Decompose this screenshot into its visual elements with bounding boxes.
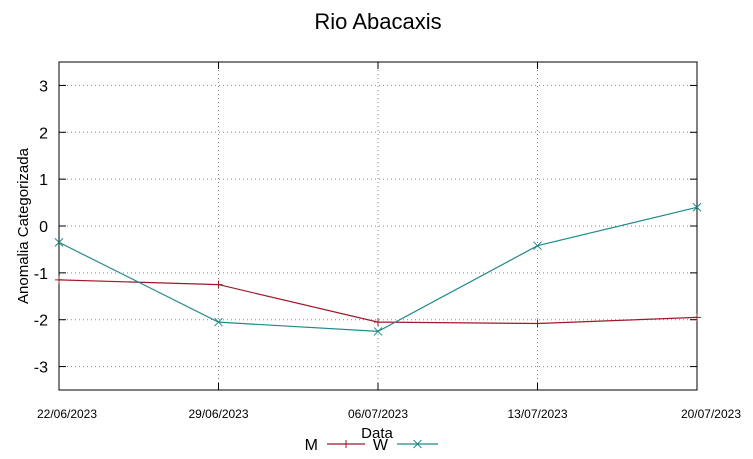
data-point-M bbox=[214, 280, 223, 289]
y-tick-label: -3 bbox=[34, 360, 48, 377]
y-tick-label: 2 bbox=[39, 125, 48, 142]
y-tick-label: 3 bbox=[39, 78, 48, 95]
x-axis-label: Data bbox=[361, 425, 393, 442]
x-tick-label: 22/06/2023 bbox=[37, 407, 97, 421]
data-point-W bbox=[373, 327, 383, 336]
legend-label-W: W bbox=[373, 437, 389, 454]
data-point-W bbox=[692, 202, 702, 212]
data-point-M bbox=[693, 313, 701, 322]
data-point-M bbox=[533, 319, 542, 328]
grid-lines bbox=[59, 62, 697, 390]
data-point-W bbox=[214, 317, 223, 327]
data-point-W bbox=[533, 241, 542, 251]
legend-marker-M bbox=[342, 440, 350, 448]
x-tick-label: 29/06/2023 bbox=[188, 407, 248, 421]
data-point-M bbox=[374, 318, 382, 327]
y-tick-label: -1 bbox=[34, 266, 48, 283]
legend-label-M: M bbox=[305, 437, 318, 454]
chart-title: Rio Abacaxis bbox=[314, 9, 441, 34]
y-axis-ticks: 3 2 1 0 -1 -2 -3 bbox=[34, 78, 697, 377]
series-group bbox=[54, 202, 702, 336]
legend-marker-W bbox=[413, 439, 422, 449]
series-line-W bbox=[58, 206, 698, 333]
y-axis-label: Anomalia Categorizada bbox=[15, 147, 32, 304]
x-tick-label: 06/07/2023 bbox=[348, 407, 408, 421]
x-tick-label: 20/07/2023 bbox=[681, 407, 741, 421]
x-axis-ticks: 22/06/2023 29/06/2023 06/07/2023 13/07/2023… bbox=[37, 62, 741, 421]
data-point-W bbox=[54, 238, 64, 247]
data-point-M bbox=[55, 275, 63, 284]
x-tick-label: 13/07/2023 bbox=[507, 407, 567, 421]
y-tick-label: 1 bbox=[39, 172, 48, 189]
y-tick-label: 0 bbox=[39, 219, 48, 236]
y-tick-label: -2 bbox=[34, 313, 48, 330]
